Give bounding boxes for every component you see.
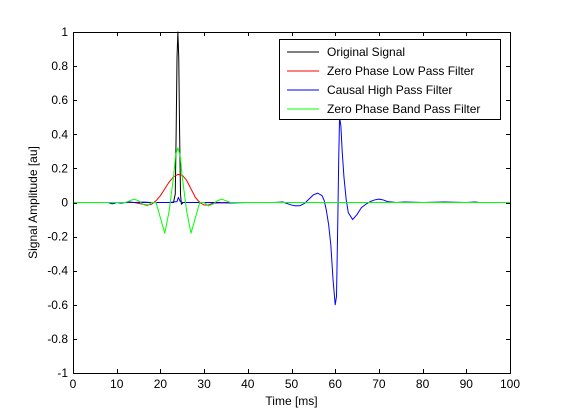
legend-label: Causal High Pass Filter <box>327 83 452 97</box>
y-tick-label: 0.4 <box>51 127 68 141</box>
legend: Original Signal Zero Phase Low Pass Filte… <box>279 39 501 120</box>
legend-box <box>279 39 501 120</box>
x-axis-ticks: 0 10 20 30 40 50 60 70 80 90 100 <box>70 32 520 391</box>
x-tick-label: 60 <box>329 377 343 391</box>
legend-label: Zero Phase Low Pass Filter <box>327 64 474 78</box>
y-tick-label: 0.2 <box>51 161 68 175</box>
series-line-4 <box>73 147 510 234</box>
x-tick-label: 40 <box>241 377 255 391</box>
y-tick-label: 0 <box>61 196 68 210</box>
x-axis-label: Time [ms] <box>265 394 317 408</box>
x-tick-label: 0 <box>70 377 77 391</box>
y-tick-label: 1 <box>61 25 68 39</box>
series-line-1 <box>73 31 510 205</box>
x-tick-label: 10 <box>110 377 124 391</box>
x-tick-label: 70 <box>372 377 386 391</box>
y-tick-label: 0.8 <box>51 59 68 73</box>
y-axis-ticks: -1 -0.8 -0.6 -0.4 -0.2 0 0.2 0.4 0.6 0.8 1 <box>47 25 510 380</box>
legend-label: Original Signal <box>327 45 405 59</box>
x-tick-label: 100 <box>500 377 520 391</box>
x-tick-label: 90 <box>460 377 474 391</box>
x-tick-label: 20 <box>154 377 168 391</box>
x-tick-label: 30 <box>197 377 211 391</box>
y-tick-label: -0.4 <box>47 264 68 278</box>
x-tick-label: 50 <box>285 377 299 391</box>
y-axis-label: Signal Amplitude [au] <box>26 146 40 259</box>
y-tick-label: -0.8 <box>47 332 68 346</box>
legend-label: Zero Phase Band Pass Filter <box>327 102 480 116</box>
y-tick-label: -1 <box>57 366 68 380</box>
y-tick-label: -0.6 <box>47 298 68 312</box>
y-tick-label: 0.6 <box>51 93 68 107</box>
y-tick-label: -0.2 <box>47 230 68 244</box>
x-tick-label: 80 <box>416 377 430 391</box>
series-traces <box>73 31 510 306</box>
series-line-3 <box>73 116 510 306</box>
